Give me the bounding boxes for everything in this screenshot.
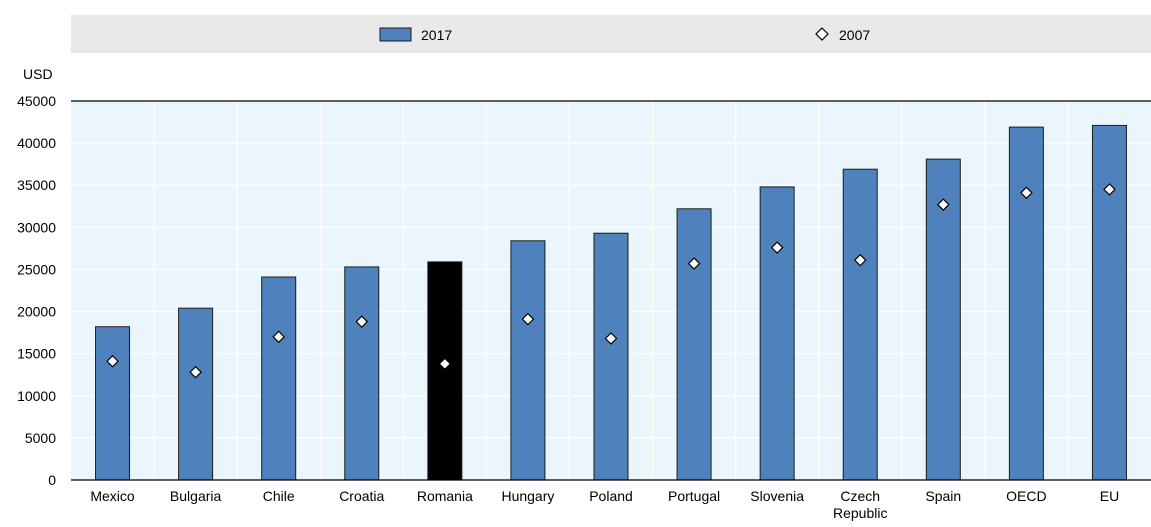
x-category-label: Czech: [840, 488, 880, 504]
marker-2007-oecd: [1020, 186, 1033, 200]
x-category-label: Poland: [589, 488, 633, 504]
y-tick-label: 40000: [17, 135, 56, 151]
marker-2007-czech-republic: [853, 253, 867, 267]
x-category-label: Mexico: [90, 488, 135, 504]
marker-2007-portugal: [687, 257, 701, 270]
marker-2007-spain: [936, 198, 950, 211]
legend-label-2007: 2007: [839, 27, 870, 43]
y-axis-ticks: 0 5000 10000 15000 20000 25000 30000 35000 40000…: [17, 93, 56, 488]
x-category-label: EU: [1100, 488, 1119, 504]
marker-2007-romania: [438, 357, 452, 371]
y-tick-label: 20000: [17, 304, 56, 320]
y-tick-label: 0: [48, 472, 56, 488]
bar-croatia: [344, 266, 380, 481]
y-tick-label: 45000: [17, 93, 56, 109]
bar-spain: [925, 158, 961, 481]
marker-2007-slovenia: [770, 241, 784, 254]
bar-mexico: [95, 326, 131, 481]
x-category-label: Spain: [925, 488, 961, 504]
markers: [106, 183, 1116, 379]
x-category-label: Croatia: [339, 488, 384, 504]
y-tick-label: 35000: [17, 177, 56, 193]
legend-background: [71, 15, 1151, 53]
y-tick-label: 15000: [17, 346, 56, 362]
x-category-label: Slovenia: [750, 488, 804, 504]
marker-2007-eu: [1103, 183, 1116, 196]
marker-2007-chile: [272, 330, 286, 344]
x-category-label: Romania: [417, 488, 473, 504]
y-axis-unit-label: USD: [23, 66, 53, 82]
marker-2007-croatia: [355, 315, 369, 329]
marker-2007-hungary: [521, 312, 535, 326]
legend-swatch-2017: [379, 27, 412, 42]
bar-eu: [1091, 124, 1127, 481]
bar-czech-republic: [842, 168, 878, 481]
bar-portugal: [676, 208, 712, 481]
y-tick-label: 30000: [17, 219, 56, 235]
y-tick-label: 10000: [17, 388, 56, 404]
y-tick-label: 25000: [17, 261, 56, 277]
marker-2007-bulgaria: [189, 365, 202, 379]
bar-romania: [427, 261, 463, 481]
bars: [95, 124, 1127, 481]
x-category-label: Chile: [263, 488, 295, 504]
x-category-label: Republic: [833, 505, 887, 521]
bar-bulgaria: [178, 307, 214, 481]
bar-chile: [261, 276, 297, 481]
bar-hungary: [510, 240, 546, 481]
legend-diamond-marker: [815, 27, 829, 41]
legend-label-2017: 2017: [421, 27, 452, 43]
x-category-label: Bulgaria: [170, 488, 222, 504]
x-category-label: Portugal: [668, 488, 720, 504]
x-category-label: Hungary: [501, 488, 554, 504]
legend: 2017 2007: [379, 27, 870, 43]
bar-poland: [593, 232, 629, 481]
marker-2007-mexico: [106, 354, 119, 368]
marker-2007-poland: [604, 332, 618, 345]
x-axis-labels: Mexico Bulgaria Chile Croatia Romania Hungary…: [90, 488, 1119, 521]
y-tick-label: 5000: [25, 430, 56, 446]
bar-slovenia: [759, 186, 795, 481]
x-category-label: OECD: [1006, 488, 1046, 504]
bar-oecd: [1008, 126, 1044, 481]
